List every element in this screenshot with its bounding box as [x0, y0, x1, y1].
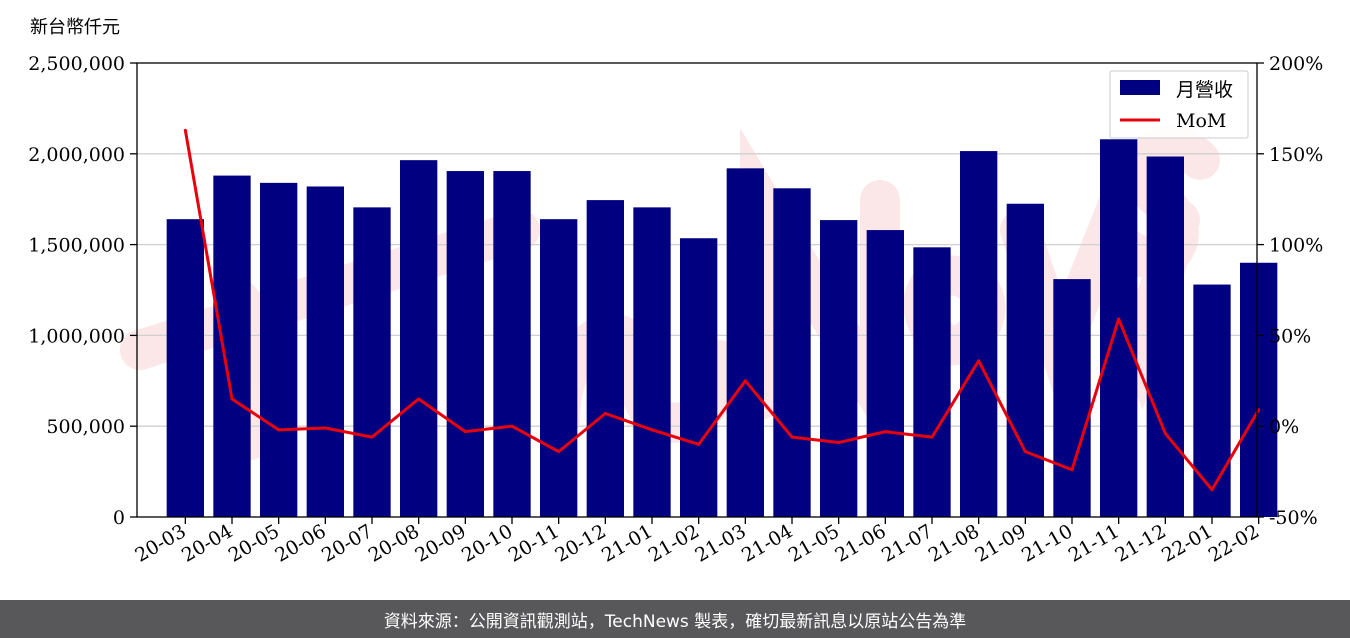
mom-point-22-01 — [1210, 488, 1214, 492]
x-tick-label: 21-12 — [1111, 520, 1169, 566]
x-tick-label: 20-03 — [131, 520, 189, 566]
bar-20-03 — [166, 219, 204, 517]
mom-point-21-04 — [790, 435, 794, 439]
source-footer-text: 資料來源：公開資訊觀測站，TechNews 製表，確切最新訊息以原站公告為準 — [383, 611, 967, 632]
bar-20-08 — [400, 160, 438, 517]
x-tick-label: 20-06 — [271, 520, 329, 566]
revenue-bars — [166, 139, 1278, 518]
x-tick-label: 20-11 — [505, 520, 563, 566]
x-tick-label: 20-05 — [225, 520, 283, 566]
x-tick-label: 20-09 — [411, 520, 469, 566]
x-tick-label: 21-03 — [691, 520, 749, 566]
mom-line — [183, 128, 1261, 492]
mom-point-21-11 — [1117, 317, 1121, 321]
mom-point-20-06 — [323, 426, 327, 430]
plot-frame — [136, 62, 1258, 518]
right-tick-label: 50% — [1269, 325, 1311, 347]
x-tick-label: 21-07 — [878, 520, 936, 566]
right-tick-label: 100% — [1269, 235, 1323, 257]
bar-20-05 — [260, 182, 298, 517]
mom-point-21-10 — [1070, 468, 1074, 472]
left-tick-label: 2,000,000 — [28, 144, 125, 166]
left-tick-label: 2,500,000 — [28, 53, 125, 75]
mom-point-21-05 — [837, 441, 841, 445]
x-tick-label: 21-05 — [785, 520, 843, 566]
right-tick-label: 150% — [1269, 144, 1323, 166]
bar-20-04 — [213, 175, 251, 518]
x-tick-label: 21-08 — [925, 520, 983, 566]
x-tick-label: 21-10 — [1018, 520, 1076, 566]
mom-point-21-08 — [977, 359, 981, 363]
left-tick-label: 1,500,000 — [28, 235, 125, 257]
bar-20-12 — [586, 200, 624, 517]
x-tick-label: 21-06 — [831, 520, 889, 566]
bar-20-11 — [540, 219, 578, 517]
x-tick-label: 21-04 — [738, 520, 796, 566]
bar-20-09 — [446, 171, 484, 517]
bar-21-03 — [726, 168, 764, 517]
mom-point-20-04 — [230, 397, 234, 401]
x-tick-label: 21-01 — [598, 520, 656, 566]
mom-polyline — [183, 129, 1260, 492]
left-tick-label: 1,000,000 — [28, 325, 125, 347]
bar-22-02 — [1240, 262, 1278, 517]
mom-point-21-02 — [697, 442, 701, 446]
source-footer: 資料來源：公開資訊觀測站，TechNews 製表，確切最新訊息以原站公告為準 — [0, 600, 1350, 638]
mom-point-21-01 — [650, 428, 654, 432]
left-tick-label: 0 — [113, 507, 125, 529]
bar-21-09 — [1006, 203, 1044, 518]
mom-point-21-07 — [930, 435, 934, 439]
left-axis: 0 500,000 1,000,000 1,500,000 2,000,000 2,500… — [28, 53, 137, 529]
bar-20-10 — [493, 171, 531, 517]
right-tick-label: 200% — [1269, 53, 1323, 75]
mom-point-20-11 — [557, 450, 561, 454]
x-tick-label: 22-02 — [1205, 520, 1263, 566]
legend-label-mom: MoM — [1176, 110, 1226, 132]
legend-swatch-revenue — [1120, 80, 1160, 95]
bar-21-06 — [866, 230, 904, 517]
x-tick-label: 21-02 — [645, 520, 703, 566]
x-tick-label: 20-04 — [178, 520, 236, 566]
legend: 月營收 MoM — [1109, 70, 1249, 139]
x-tick-label: 20-10 — [458, 520, 516, 566]
mom-point-20-03 — [183, 128, 187, 132]
bar-21-02 — [680, 238, 718, 517]
mom-point-21-03 — [743, 379, 747, 383]
right-tick-label: 0% — [1269, 416, 1299, 438]
bar-21-08 — [960, 151, 998, 518]
mom-point-21-09 — [1023, 450, 1027, 454]
mom-point-20-12 — [603, 411, 607, 415]
mom-point-20-09 — [463, 430, 467, 434]
bar-21-12 — [1146, 156, 1184, 518]
bar-21-10 — [1053, 279, 1091, 517]
bar-20-06 — [306, 186, 344, 517]
mom-point-22-02 — [1257, 408, 1261, 412]
x-tick-label: 20-08 — [365, 520, 423, 566]
x-axis: 20-0320-0420-0520-0620-0720-0820-0920-10… — [131, 517, 1263, 567]
bar-20-07 — [353, 207, 391, 517]
bar-22-01 — [1193, 284, 1231, 517]
x-tick-label: 21-09 — [971, 520, 1029, 566]
mom-point-20-07 — [370, 435, 374, 439]
right-axis: -50% 0% 50% 100% 150% 200% — [1257, 53, 1323, 529]
mom-point-21-12 — [1163, 431, 1167, 435]
left-tick-label: 500,000 — [46, 416, 125, 438]
bar-21-11 — [1100, 139, 1138, 517]
x-tick-label: 20-12 — [551, 520, 609, 566]
right-tick-label: -50% — [1269, 507, 1318, 529]
x-tick-label: 20-07 — [318, 520, 376, 566]
legend-label-revenue: 月營收 — [1176, 79, 1233, 101]
mom-point-20-10 — [510, 424, 514, 428]
chart: 0 500,000 1,000,000 1,500,000 2,000,000 2,500… — [28, 17, 1323, 567]
bar-21-05 — [820, 220, 858, 518]
mom-point-20-05 — [277, 428, 281, 432]
mom-point-21-06 — [883, 430, 887, 434]
bar-21-01 — [633, 207, 671, 517]
y-unit-label: 新台幣仟元 — [30, 17, 120, 38]
mom-point-20-08 — [417, 397, 421, 401]
x-tick-label: 21-11 — [1065, 520, 1123, 566]
bar-21-07 — [913, 247, 951, 517]
x-tick-label: 22-01 — [1158, 520, 1216, 566]
bar-21-04 — [773, 188, 811, 517]
